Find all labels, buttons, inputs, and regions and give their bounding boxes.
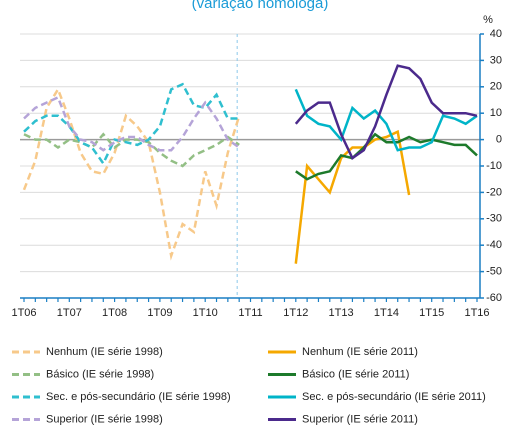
legend-label: Nenhum (IE série 2011) [302, 346, 418, 358]
legend-label: Básico (IE série 2011) [302, 368, 409, 380]
legend-label: Nenhum (IE série 1998) [46, 346, 163, 358]
x-tick-label: 1T09 [147, 307, 172, 319]
series-line [295, 132, 478, 181]
y-tick-label: -60 [486, 292, 502, 304]
x-tick-label: 1T06 [11, 307, 36, 319]
series-line [23, 95, 240, 152]
y-tick-label: -30 [486, 213, 502, 225]
x-tick-label: 1T16 [464, 307, 489, 319]
x-tick-label: 1T15 [419, 307, 444, 319]
series-line [22, 86, 241, 261]
y-tick-label: 40 [490, 28, 502, 40]
x-tick-label: 1T12 [283, 307, 308, 319]
x-tick-label: 1T14 [374, 307, 399, 319]
series-line [294, 88, 478, 152]
y-tick-label: 0 [496, 134, 502, 146]
y-tick-label: -20 [486, 186, 502, 198]
series-line [23, 132, 240, 168]
y-tick-label: -50 [486, 266, 502, 278]
y-tick-label: 30 [490, 54, 502, 66]
series-line [23, 82, 240, 166]
x-tick-label: 1T11 [238, 307, 262, 319]
x-tick-label: 1T13 [329, 307, 354, 319]
chart-title: (variação homóloga) [192, 0, 329, 12]
legend-label: Básico (IE série 1998) [46, 368, 154, 380]
y-unit: % [483, 14, 493, 26]
series-line [294, 64, 478, 160]
legend-label: Sec. e pós-secundário (IE série 2011) [302, 391, 486, 403]
series-line [294, 129, 411, 264]
x-tick-label: 1T07 [57, 307, 82, 319]
x-tick-label: 1T10 [193, 307, 218, 319]
y-tick-label: -40 [486, 239, 502, 251]
y-tick-label: 10 [490, 107, 502, 119]
legend-label: Sec. e pós-secundário (IE série 1998) [46, 391, 231, 403]
y-tick-label: 20 [490, 81, 502, 93]
legend-label: Superior (IE série 2011) [302, 413, 418, 425]
y-tick-label: -10 [486, 160, 502, 172]
x-tick-label: 1T08 [102, 307, 127, 319]
legend-label: Superior (IE série 1998) [46, 413, 163, 425]
